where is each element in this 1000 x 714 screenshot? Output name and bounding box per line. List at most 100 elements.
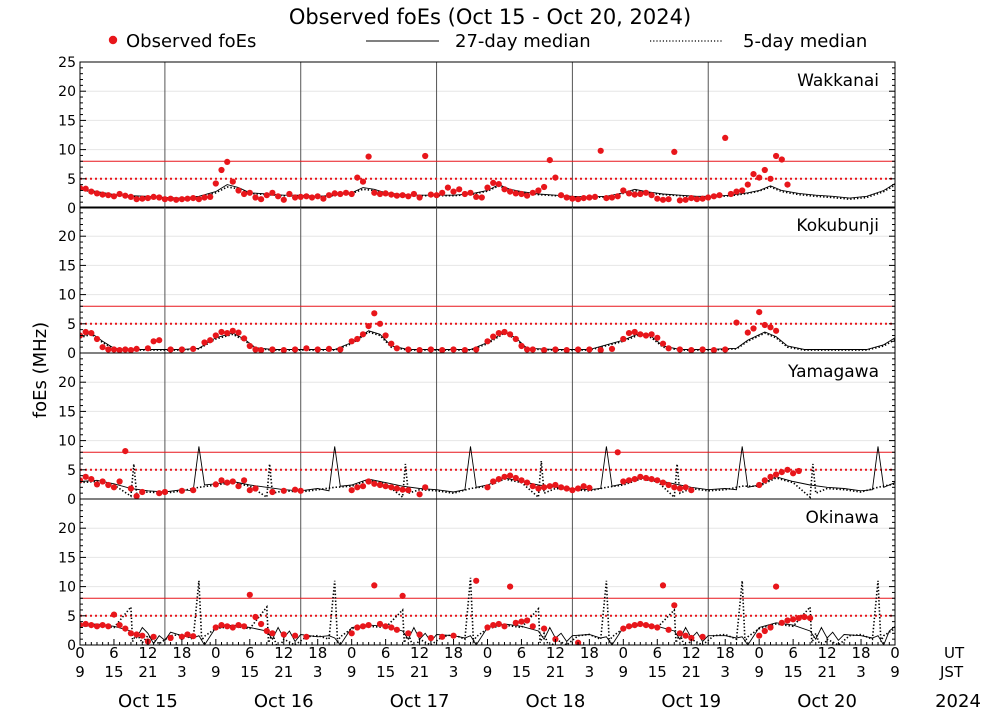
chart-title: Observed foEs (Oct 15 - Oct 20, 2024) [289,5,691,29]
observed-point [795,615,802,622]
observed-point [501,328,508,336]
observed-point [444,184,451,191]
day-label: Oct 20 [797,691,857,712]
observed-point [325,345,333,352]
x-tick-label-ut: 6 [381,644,391,662]
observed-point [427,191,434,198]
observed-point [144,345,151,352]
observed-point [795,467,802,475]
observed-point [756,481,763,489]
observed-point [93,190,101,197]
observed-point [512,190,519,197]
observed-point [575,196,582,203]
observed-point [252,485,259,492]
observed-point [190,487,197,494]
observed-point [558,192,565,199]
observed-point [127,630,134,637]
observed-point [541,484,548,491]
observed-point [252,613,259,621]
observed-point [524,479,531,486]
x-tick-label-jst: 21 [818,663,837,681]
observed-point [410,190,417,198]
observed-point [82,328,89,336]
observed-point [654,195,661,202]
observed-point [654,624,661,631]
observed-point [784,617,791,624]
station-panels: 0 5 10 15 20 25 Wakkanai 0 5 10 15 20 Kokubunji 0 5 10 1… [58,55,896,654]
observed-point [161,488,168,496]
observed-point [105,192,112,199]
observed-point [676,485,684,492]
observed-point [563,194,570,201]
observed-point [614,193,621,200]
observed-point [314,346,321,353]
y-tick-label: 15 [58,404,76,420]
observed-point [178,346,185,353]
observed-point [359,623,367,630]
observed-point [156,337,163,344]
observed-point [218,622,225,629]
x-tick-label-ut: 6 [109,644,119,662]
observed-point [88,622,95,629]
y-tick-label: 20 [58,375,76,391]
panel-okinawa: 0 5 10 15 20 Okinawa [58,498,896,654]
observed-point [637,473,644,480]
observed-point [727,190,735,198]
x-tick-label-jst: 9 [211,663,221,681]
observed-point [201,339,208,346]
observed-point [659,196,667,203]
x-tick-label-jst: 15 [648,663,667,681]
x-tick-label-ut: 0 [483,644,493,662]
observed-point [512,619,519,626]
observed-point [682,484,689,491]
observed-point [529,483,536,490]
y-tick-label: 20 [58,521,76,537]
observed-point [393,192,400,199]
observed-point [558,484,565,491]
observed-point [201,194,208,201]
x-tick-label-ut: 0 [890,644,900,662]
legend-observed-label: Observed foEs [126,31,256,52]
panel-frame [79,206,896,354]
observed-point [382,332,389,339]
observed-point [314,193,321,200]
x-tick-label-ut: 18 [851,644,870,662]
observed-point [354,335,361,343]
ut-label: UT [944,644,965,662]
observed-point [280,196,287,203]
observed-point [105,346,112,353]
observed-point [461,347,468,353]
observed-point [603,195,610,202]
observed-point [665,196,672,203]
observed-point [246,487,253,494]
observed-point [739,187,746,194]
x-tick-label-jst: 15 [376,663,395,681]
observed-point [229,178,236,185]
observed-point [518,342,525,350]
observed-point [682,196,689,203]
observed-point [365,478,372,485]
observed-point [116,347,123,353]
observed-point [433,192,440,199]
observed-point [620,478,627,485]
observed-point [631,328,638,336]
y-tick-label: 20 [58,229,76,245]
observed-point [597,147,604,154]
y-axis-label: foEs (MHz) [30,322,51,418]
x-tick-label-ut: 12 [410,644,429,662]
observed-point [359,483,367,490]
observed-point [320,195,327,202]
observed-point [722,346,729,353]
observed-point [150,338,157,345]
observed-point [139,195,146,202]
x-tick-label-jst: 21 [410,663,429,681]
observed-point [292,486,299,493]
observed-point [399,486,406,493]
observed-point [625,623,633,630]
observed-point [150,193,157,200]
observed-point [552,481,559,489]
observed-point [688,487,695,494]
observed-point [671,602,678,609]
observed-point [224,623,231,630]
observed-point [744,181,751,188]
